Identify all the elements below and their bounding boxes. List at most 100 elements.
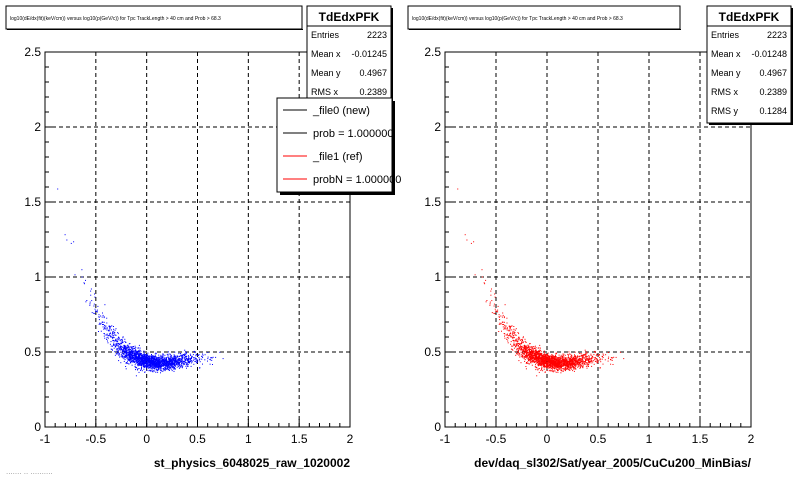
scatter-point bbox=[207, 358, 209, 360]
scatter-point bbox=[125, 345, 127, 347]
scatter-point bbox=[602, 363, 604, 365]
scatter-point bbox=[602, 356, 603, 357]
scatter-point bbox=[215, 356, 217, 358]
scatter-point bbox=[483, 282, 485, 284]
scatter-point bbox=[584, 358, 586, 360]
scatter-point bbox=[174, 355, 176, 357]
scatter-point bbox=[207, 356, 209, 358]
scatter-point bbox=[535, 362, 537, 364]
scatter-point bbox=[182, 354, 184, 356]
scatter-point bbox=[579, 361, 581, 363]
scatter-point bbox=[537, 350, 539, 352]
scatter-point bbox=[89, 304, 91, 306]
scatter-point bbox=[544, 364, 545, 366]
scatter-point bbox=[134, 356, 136, 358]
scatter-point bbox=[539, 359, 541, 361]
scatter-point bbox=[144, 360, 146, 362]
scatter-point bbox=[107, 337, 109, 339]
scatter-point bbox=[144, 360, 146, 361]
scatter-point bbox=[579, 363, 581, 364]
scatter-point bbox=[572, 359, 573, 361]
scatter-point bbox=[550, 366, 552, 368]
scatter-point bbox=[177, 364, 179, 366]
scatter-point bbox=[139, 364, 141, 366]
scatter-point bbox=[496, 310, 498, 312]
scatter-point bbox=[525, 351, 527, 352]
scatter-point bbox=[179, 365, 181, 367]
scatter-point bbox=[565, 363, 567, 365]
scatter-point bbox=[546, 365, 548, 367]
scatter-point bbox=[150, 369, 152, 371]
scatter-point bbox=[539, 363, 541, 365]
scatter-point bbox=[158, 367, 160, 369]
scatter-point bbox=[489, 303, 491, 305]
scatter-point bbox=[532, 348, 534, 350]
scatter-point bbox=[556, 358, 558, 360]
scatter-point bbox=[506, 333, 508, 335]
scatter-point bbox=[118, 342, 120, 344]
scatter-point bbox=[209, 363, 211, 365]
scatter-point bbox=[552, 371, 554, 373]
scatter-point bbox=[549, 367, 551, 368]
scatter-point bbox=[138, 355, 139, 357]
scatter-point bbox=[190, 359, 192, 361]
scatter-point bbox=[195, 354, 197, 356]
scatter-point bbox=[525, 351, 526, 353]
scatter-point bbox=[596, 354, 598, 356]
scatter-point bbox=[558, 367, 560, 369]
scatter-point bbox=[174, 356, 176, 358]
scatter-point bbox=[174, 364, 176, 366]
scatter-point bbox=[123, 345, 125, 347]
scatter-point bbox=[506, 334, 508, 336]
scatter-point bbox=[544, 360, 546, 361]
scatter-point bbox=[169, 358, 171, 360]
scatter-point bbox=[532, 358, 534, 360]
scatter-point bbox=[539, 362, 541, 364]
scatter-point bbox=[524, 346, 526, 348]
scatter-point bbox=[513, 335, 515, 337]
scatter-point bbox=[145, 362, 147, 364]
scatter-point bbox=[159, 357, 161, 359]
scatter-point bbox=[562, 359, 564, 361]
scatter-point bbox=[190, 360, 192, 362]
scatter-point bbox=[131, 353, 133, 355]
scatter-point bbox=[136, 358, 138, 360]
scatter-point bbox=[594, 351, 595, 352]
scatter-point bbox=[548, 359, 550, 361]
scatter-point bbox=[568, 362, 570, 363]
scatter-point bbox=[150, 366, 151, 368]
scatter-point bbox=[212, 356, 214, 358]
scatter-point bbox=[559, 362, 561, 364]
scatter-point bbox=[126, 350, 128, 352]
scatter-point bbox=[117, 338, 119, 340]
scatter-point bbox=[491, 312, 493, 314]
scatter-point bbox=[560, 370, 562, 372]
scatter-point bbox=[575, 361, 577, 363]
scatter-point bbox=[135, 348, 137, 350]
scatter-point bbox=[540, 357, 542, 359]
scatter-point bbox=[511, 325, 513, 327]
scatter-point bbox=[162, 358, 164, 360]
scatter-point bbox=[585, 356, 587, 358]
scatter-point bbox=[153, 356, 155, 358]
scatter-point bbox=[565, 360, 566, 362]
scatter-point bbox=[538, 356, 539, 358]
scatter-point bbox=[130, 350, 132, 352]
scatter-point bbox=[510, 332, 512, 334]
scatter-point bbox=[176, 359, 178, 361]
scatter-point bbox=[506, 329, 508, 331]
scatter-point bbox=[173, 354, 175, 356]
scatter-point bbox=[610, 359, 612, 361]
scatter-point bbox=[570, 361, 572, 363]
scatter-point bbox=[596, 360, 598, 362]
scatter-point bbox=[179, 366, 181, 367]
scatter-point bbox=[548, 355, 549, 357]
scatter-point bbox=[466, 239, 468, 241]
scatter-point bbox=[164, 365, 166, 367]
scatter-point bbox=[558, 366, 560, 368]
scatter-point bbox=[551, 357, 553, 359]
scatter-point bbox=[560, 369, 562, 371]
scatter-point bbox=[560, 366, 562, 368]
scatter-point bbox=[589, 358, 591, 360]
scatter-point bbox=[573, 356, 574, 358]
